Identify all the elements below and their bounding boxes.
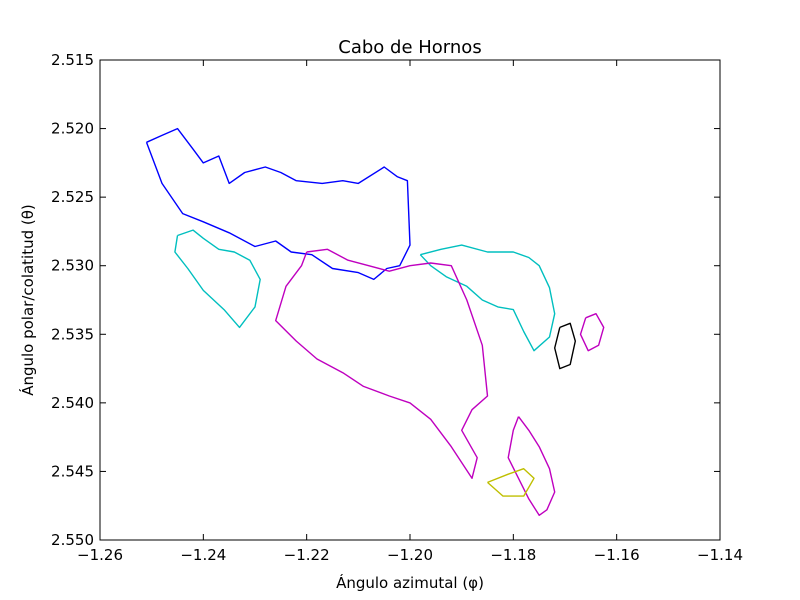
x-tick-label: −1.26 [77,546,123,564]
y-tick-label: 2.545 [51,462,94,480]
series-line-blue-0 [145,127,411,281]
x-axis: −1.26 −1.24 −1.22 −1.20 −1.18 −1.16 −1.14 [77,60,743,564]
y-tick-label: 2.550 [51,531,94,549]
y-axis-label: Ángulo polar/colatitud (θ) [18,204,37,396]
series-line-black-6 [554,322,576,370]
series-line-yellow-7 [487,468,535,497]
x-tick-label: −1.20 [387,546,433,564]
series-line-magenta-5 [579,313,605,352]
y-tick-label: 2.530 [51,257,94,275]
y-tick-label: 2.535 [51,325,94,343]
x-tick-label: −1.16 [594,546,640,564]
x-tick-label: −1.18 [490,546,536,564]
y-tick-label: 2.515 [51,51,94,69]
x-axis-label: Ángulo azimutal (φ) [336,573,484,592]
series-line-magenta-4 [507,416,556,516]
series-layer [145,127,605,516]
x-tick-label: −1.24 [180,546,226,564]
chart-title: Cabo de Hornos [338,37,481,58]
y-tick-label: 2.540 [51,394,94,412]
y-axis: 2.515 2.520 2.525 2.530 2.535 2.540 2.545 2.550 [51,51,720,549]
series-line-magenta-3 [275,248,489,479]
y-tick-label: 2.525 [51,188,94,206]
y-tick-label: 2.520 [51,120,94,138]
x-tick-label: −1.22 [284,546,330,564]
series-line-cyan-1 [174,229,261,329]
series-line-cyan-2 [419,244,556,352]
x-tick-label: −1.14 [697,546,743,564]
